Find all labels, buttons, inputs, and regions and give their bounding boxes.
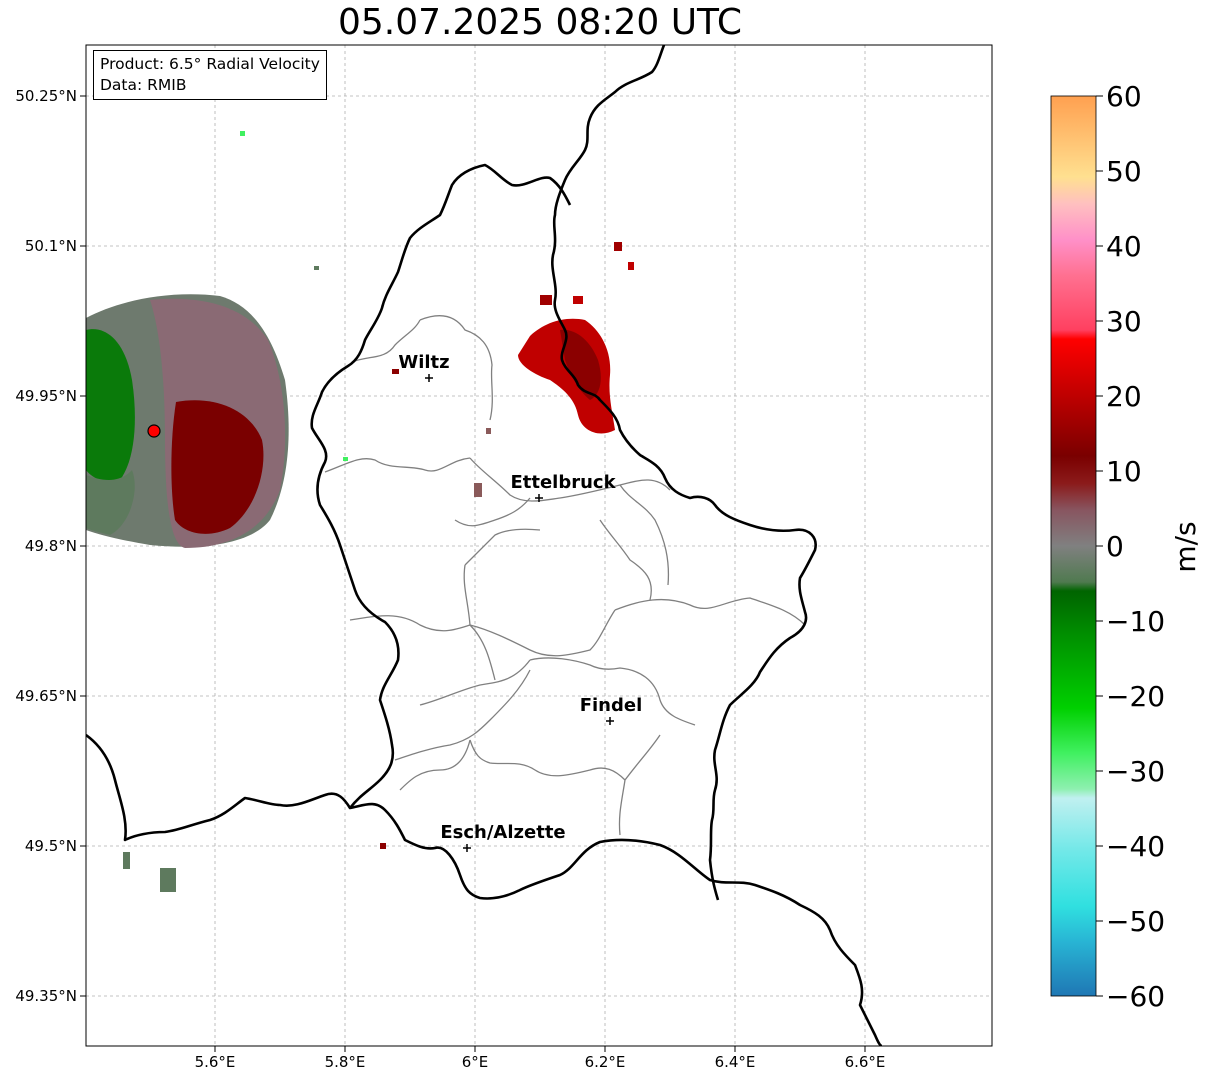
canton-borders [324,315,806,836]
colorbar-tick-label: −30 [1106,755,1165,788]
colorbar-tick-label: 0 [1106,530,1124,563]
lat-tick-label: 49.95°N [15,387,77,405]
city-marker-icon [425,374,433,382]
city-markers: Wiltz Ettelbruck Findel Esch/Alzette [398,352,642,852]
colorbar-tick-label: 10 [1106,455,1142,488]
product-label: Product: 6.5° Radial Velocity [100,55,320,73]
colorbar-gradient [1050,95,1097,997]
echo-cluster-north [518,242,634,434]
city-ettelbruck: Ettelbruck [510,472,617,502]
lat-tick-label: 49.65°N [15,687,77,705]
colorbar-tick-label: 60 [1106,80,1142,113]
radar-site-marker [147,424,161,438]
lat-tick-label: 50.25°N [15,87,77,105]
colorbar-ticks: 60 50 40 30 20 10 0 −10 −20 −30 −40 −50 −60 [1096,80,1165,1013]
colorbar-tick-label: −40 [1106,830,1165,863]
colorbar-tick-label: −10 [1106,605,1165,638]
lat-tick-label: 49.35°N [15,987,77,1005]
city-marker-icon [606,717,614,725]
colorbar-tick-label: −60 [1106,980,1165,1013]
city-marker-icon [535,494,543,502]
lon-tick-label: 6.6°E [845,1053,886,1071]
colorbar-tick-label: 40 [1106,230,1142,263]
city-findel: Findel [580,695,643,725]
scattered-echoes [123,131,491,892]
latitude-ticks: 50.25°N 50.1°N 49.95°N 49.8°N 49.65°N 49.5°N 4… [15,87,86,1005]
lon-tick-label: 6.2°E [585,1053,626,1071]
colorbar-tick-label: −20 [1106,680,1165,713]
lon-tick-label: 5.8°E [325,1053,366,1071]
city-marker-icon [463,844,471,852]
product-info-box: Product: 6.5° Radial Velocity Data: RMIB [93,50,327,100]
colorbar-tick-label: −50 [1106,905,1165,938]
lon-tick-label: 6°E [462,1053,489,1071]
lat-tick-label: 50.1°N [25,237,77,255]
colorbar: 60 50 40 30 20 10 0 −10 −20 −30 −40 −50 −60 m/s [1050,80,1202,1013]
lat-tick-label: 49.8°N [25,537,77,555]
city-label: Findel [580,695,643,716]
city-label: Wiltz [398,352,449,373]
city-esch-alzette: Esch/Alzette [440,822,566,852]
lon-tick-label: 5.6°E [195,1053,236,1071]
plot-area [86,45,992,1046]
colorbar-tick-label: 30 [1106,305,1142,338]
longitude-ticks: 5.6°E 5.8°E 6°E 6.2°E 6.4°E 6.6°E [195,1046,886,1071]
colorbar-tick-label: 20 [1106,380,1142,413]
city-wiltz: Wiltz [398,352,450,382]
map-title: 05.07.2025 08:20 UTC [337,2,743,43]
country-borders [86,45,883,1046]
lon-tick-label: 6.4°E [715,1053,756,1071]
city-label: Esch/Alzette [440,822,565,843]
city-label: Ettelbruck [510,472,616,493]
colorbar-tick-label: 50 [1106,155,1142,188]
radar-sweep [86,294,289,548]
colorbar-unit-label: m/s [1169,521,1202,572]
source-label: Data: RMIB [100,76,187,94]
lat-tick-label: 49.5°N [25,837,77,855]
